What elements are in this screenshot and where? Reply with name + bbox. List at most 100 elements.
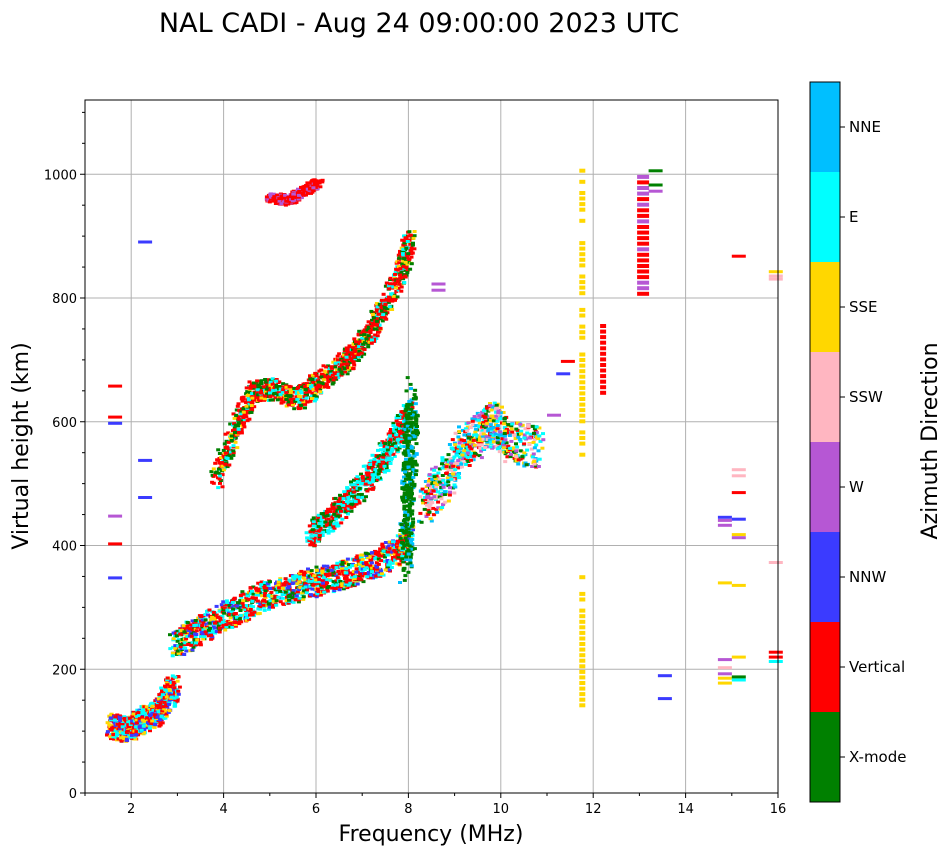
echo-mark (297, 583, 302, 587)
echo-mark (182, 641, 187, 645)
echo-mark (105, 733, 109, 737)
echo-mark (128, 735, 133, 739)
echo-mark (355, 582, 360, 586)
echo-mark (387, 547, 392, 551)
echo-mark (436, 500, 441, 504)
echo-mark (463, 440, 468, 444)
echo-mark (339, 370, 344, 374)
echo-mark (385, 565, 390, 569)
echo-mark (403, 536, 408, 540)
echo-mark (270, 398, 275, 402)
echo-mark (405, 513, 410, 517)
echo-mark (251, 585, 256, 589)
echo-mark (261, 599, 266, 603)
echo-mark (493, 432, 498, 436)
echo-mark (374, 307, 379, 311)
echo-mark (502, 434, 507, 438)
echo-mark (340, 355, 345, 359)
echo-mark (472, 415, 477, 418)
echo-mark (389, 449, 394, 453)
echo-mark (339, 509, 343, 513)
echo-mark (352, 337, 357, 341)
echo-mark (304, 388, 309, 392)
echo-mark (396, 414, 400, 417)
echo-mark (408, 547, 413, 551)
echo-mark (314, 387, 319, 391)
echo-mark (325, 578, 330, 581)
echo-mark (213, 461, 218, 465)
echo-mark (446, 468, 451, 472)
echo-mark (393, 540, 398, 544)
echo-mark (320, 566, 325, 570)
echo-mark (409, 461, 414, 465)
echo-mark (396, 450, 401, 453)
echo-mark (268, 395, 273, 398)
echo-mark (415, 414, 420, 418)
echo-mark (175, 649, 180, 653)
echo-mark (393, 281, 398, 285)
echo-mark (181, 624, 186, 628)
echo-mark (447, 493, 452, 497)
echo-mark (132, 727, 137, 731)
echo-mark (258, 602, 263, 606)
echo-mark (409, 403, 414, 407)
echo-mark (350, 564, 354, 568)
echo-mark (377, 302, 382, 306)
echo-mark (208, 621, 213, 625)
echo-mark (305, 400, 310, 404)
echo-mark (301, 400, 306, 404)
echo-mark (310, 397, 314, 400)
echo-mark (381, 455, 386, 459)
echo-mark (401, 264, 406, 268)
echo-mark (307, 578, 312, 582)
echo-mark (209, 470, 214, 474)
echo-mark (410, 533, 415, 537)
echo-mark (349, 509, 354, 513)
echo-mark (223, 451, 228, 455)
echo-mark (494, 410, 499, 414)
echo-mark (311, 524, 316, 528)
echo-mark (477, 421, 482, 425)
echo-mark (380, 542, 385, 546)
echo-mark (467, 464, 472, 467)
echo-mark (426, 481, 431, 485)
echo-mark (250, 396, 255, 400)
echo-mark (339, 500, 344, 504)
echo-mark (376, 464, 381, 468)
echo-mark (174, 688, 179, 692)
echo-mark (279, 385, 284, 389)
echo-mark (216, 458, 221, 462)
echo-mark (459, 462, 464, 466)
echo-mark (485, 445, 490, 449)
echo-mark (373, 473, 378, 477)
echo-mark (214, 604, 219, 608)
echo-mark (229, 456, 234, 460)
echo-mark (475, 411, 480, 415)
echo-mark (406, 451, 411, 455)
echo-mark (437, 467, 442, 471)
echo-mark (111, 733, 116, 736)
echo-mark (168, 688, 172, 692)
echo-mark (149, 722, 154, 725)
echo-mark (276, 595, 281, 599)
echo-mark (167, 692, 172, 696)
echo-mark (440, 506, 445, 509)
echo-mark (433, 477, 438, 480)
echo-mark (313, 392, 318, 396)
echo-mark (390, 308, 395, 311)
echo-mark (252, 405, 257, 409)
echo-mark (403, 493, 408, 496)
echo-mark (171, 637, 176, 641)
echo-mark (504, 427, 509, 431)
echo-mark (287, 585, 292, 589)
echo-mark (437, 480, 442, 484)
echo-mark (360, 476, 365, 480)
echo-mark (345, 362, 350, 366)
echo-mark (136, 711, 141, 715)
echo-mark (368, 330, 373, 333)
echo-mark (406, 530, 411, 534)
echo-mark (403, 499, 408, 503)
echo-mark (430, 477, 435, 481)
echo-mark (252, 610, 257, 614)
echo-mark (135, 708, 140, 712)
